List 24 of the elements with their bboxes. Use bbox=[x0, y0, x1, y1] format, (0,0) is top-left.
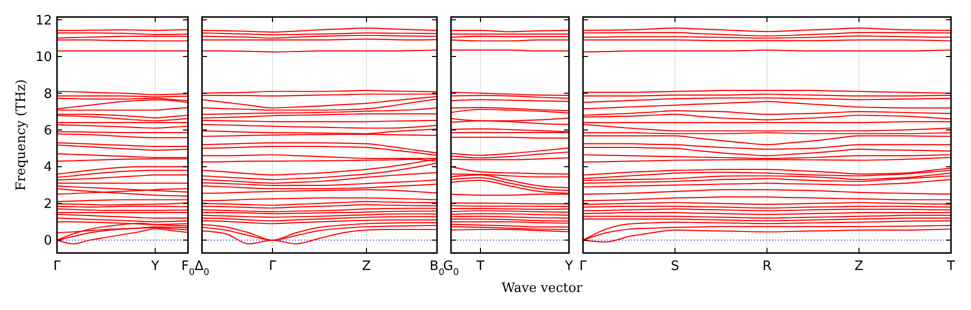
y-tick-label: 6 bbox=[44, 124, 52, 138]
y-axis-title: Frequency (THz) bbox=[14, 79, 29, 191]
x-tick-label: Γ bbox=[579, 259, 588, 274]
y-tick-label: 2 bbox=[44, 196, 52, 212]
x-tick-label: R bbox=[762, 259, 772, 274]
x-tick-label: F$_{0}$ bbox=[181, 259, 195, 278]
x-tick-label: Y bbox=[150, 259, 160, 274]
x-tick-label: Γ bbox=[268, 259, 277, 274]
y-tick-label: 4 bbox=[44, 160, 52, 176]
x-tick-label: S bbox=[670, 259, 680, 274]
x-axis-title: Wave vector bbox=[502, 281, 584, 296]
x-tick-label: T bbox=[476, 259, 485, 274]
y-tick-label: 12 bbox=[35, 13, 52, 28]
x-tick-label: T bbox=[946, 259, 956, 274]
x-tick-label: G$_{0}$ bbox=[443, 259, 460, 278]
x-tick-label: Z bbox=[854, 259, 864, 274]
x-tick-label: Z bbox=[362, 259, 372, 274]
x-tick-label: Y bbox=[564, 259, 574, 274]
x-tick-label: Γ bbox=[53, 259, 62, 274]
x-tick-label: B$_{0}$ bbox=[430, 259, 445, 278]
y-tick-label: 10 bbox=[35, 50, 52, 66]
x-tick-label: Δ$_{0}$ bbox=[194, 259, 210, 278]
y-tick-label: 0 bbox=[44, 234, 52, 249]
y-tick-label: 8 bbox=[44, 86, 52, 102]
